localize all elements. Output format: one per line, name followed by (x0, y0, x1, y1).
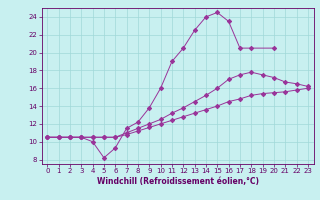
X-axis label: Windchill (Refroidissement éolien,°C): Windchill (Refroidissement éolien,°C) (97, 177, 259, 186)
